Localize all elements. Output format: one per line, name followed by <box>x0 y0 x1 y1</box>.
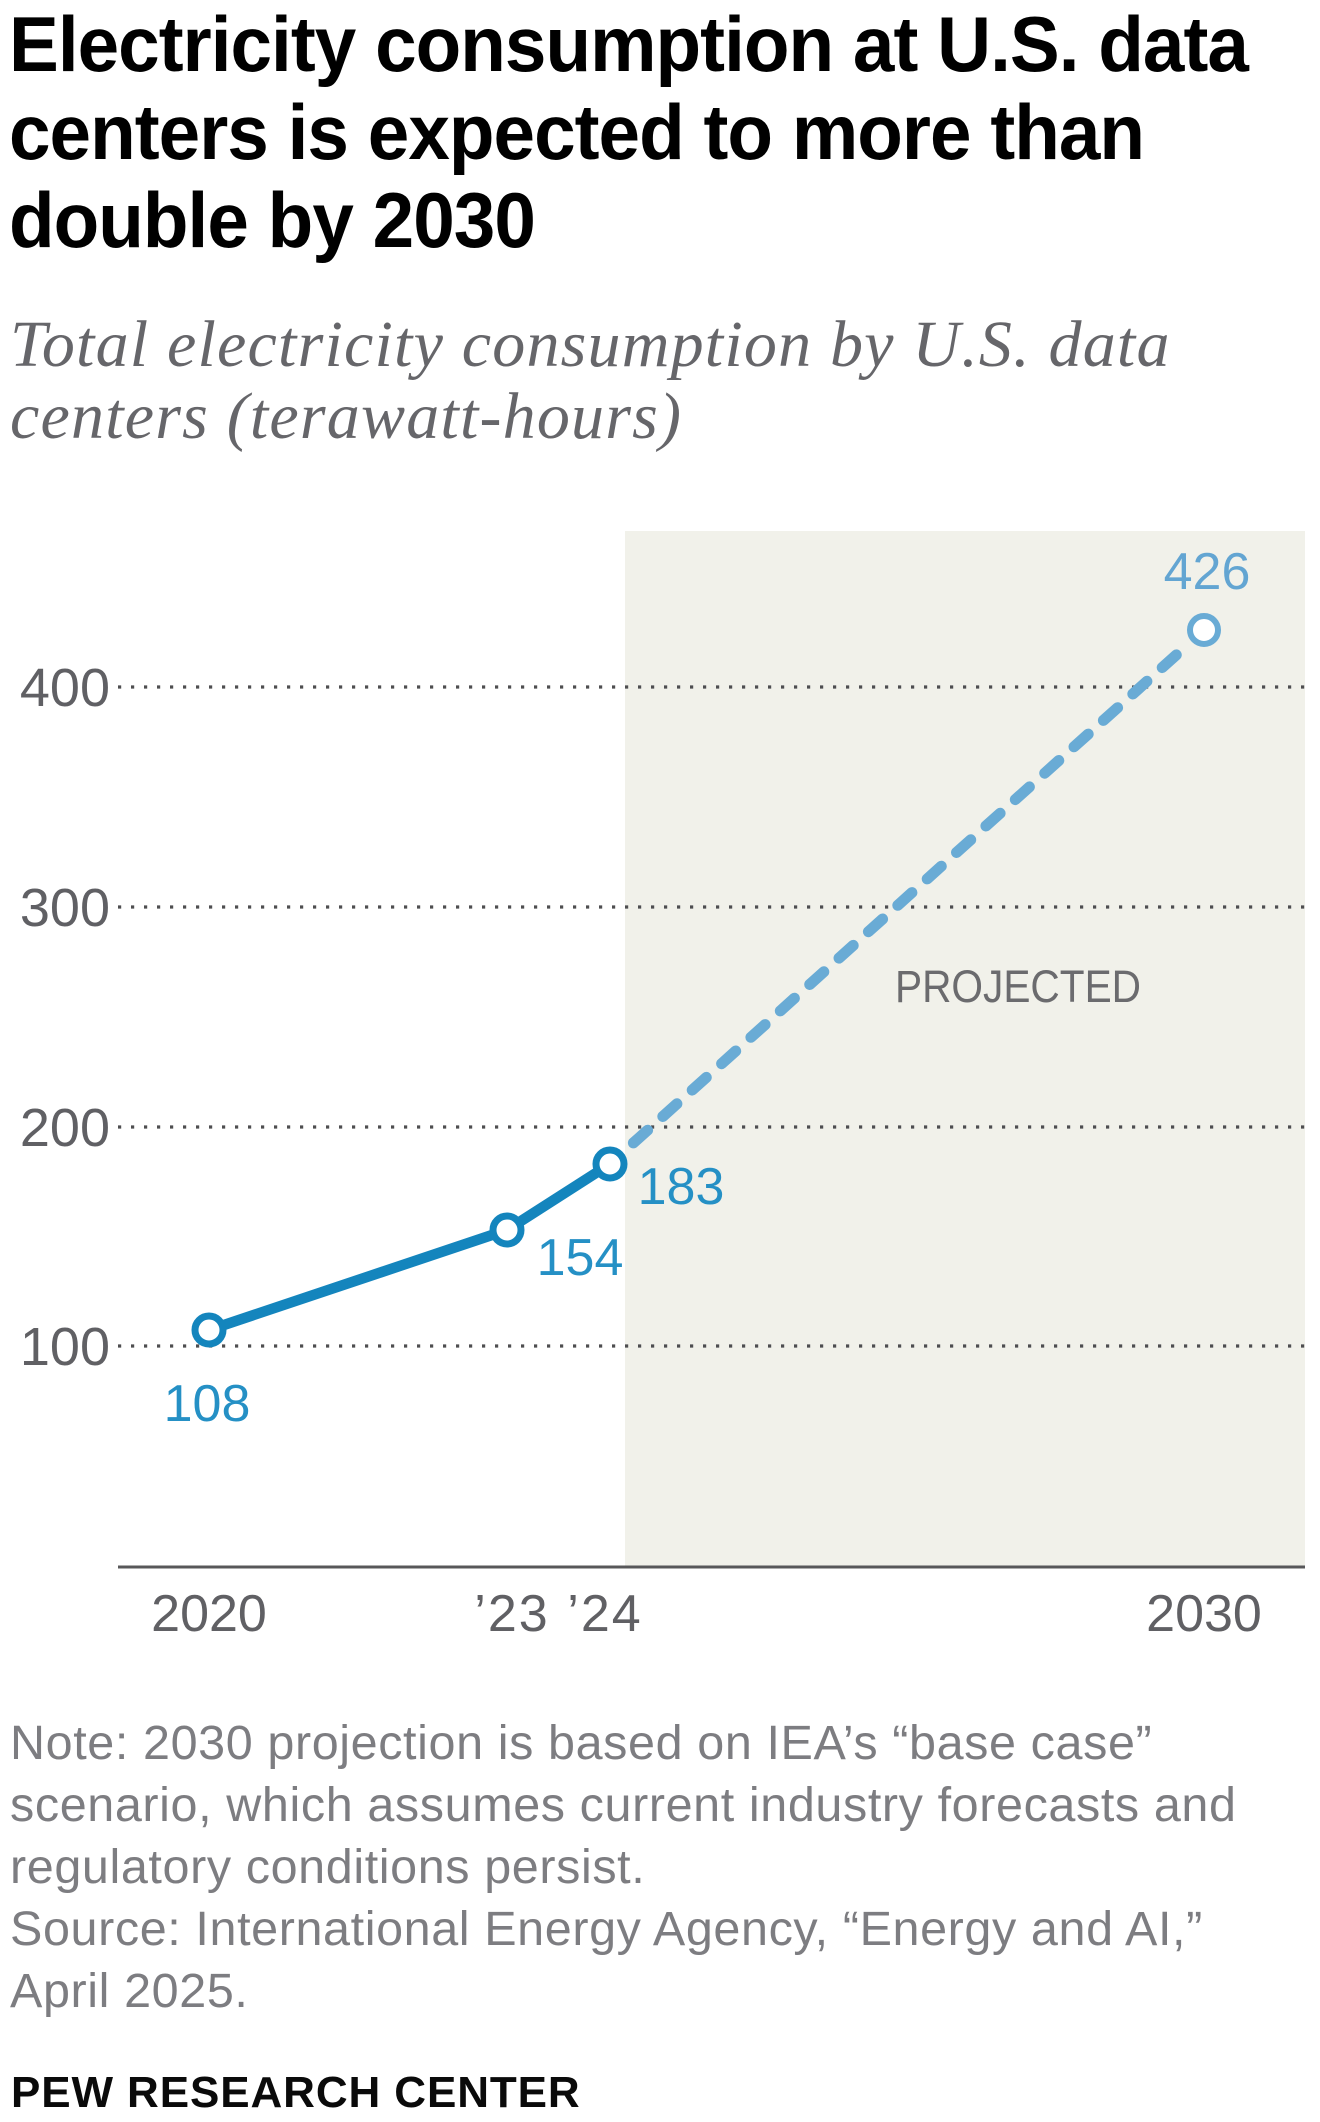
svg-text:2020: 2020 <box>151 1585 267 1643</box>
svg-text:154: 154 <box>537 1229 624 1287</box>
svg-text:108: 108 <box>164 1375 251 1433</box>
svg-text:300: 300 <box>20 878 110 938</box>
svg-text:100: 100 <box>20 1317 110 1377</box>
svg-text:400: 400 <box>20 658 110 718</box>
svg-text:426: 426 <box>1164 543 1251 601</box>
svg-text:PROJECTED: PROJECTED <box>895 961 1141 1012</box>
svg-text:200: 200 <box>20 1098 110 1158</box>
svg-text:2030: 2030 <box>1146 1585 1262 1643</box>
svg-text:183: 183 <box>638 1158 725 1216</box>
svg-text:’23: ’23 <box>474 1585 549 1643</box>
svg-text:’24: ’24 <box>567 1585 642 1643</box>
